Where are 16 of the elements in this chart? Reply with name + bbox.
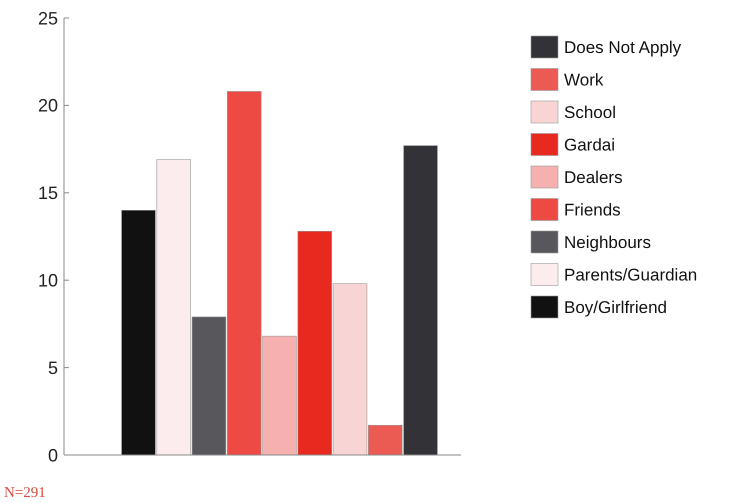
y-tick-label: 10 [38, 270, 58, 290]
legend-label: Does Not Apply [564, 38, 682, 57]
y-tick-label: 15 [38, 183, 58, 204]
text: N=291 [4, 485, 46, 501]
legend-label: Friends [564, 200, 621, 220]
y-tick-label: 0 [48, 445, 58, 466]
y-tick-label: 20 [38, 96, 58, 116]
legend-label: Gardai [564, 135, 616, 154]
legend-label: Boy/Girlfriend [564, 298, 667, 317]
legend-label: Neighbours [564, 232, 651, 252]
legend-label: Parents/Guardian [564, 265, 698, 284]
legend-label: School [564, 102, 616, 122]
y-tick-label: 5 [48, 358, 58, 378]
legend-label: Work [564, 70, 604, 90]
legend-label: Dealers [564, 168, 623, 187]
y-tick-label: 25 [38, 8, 58, 28]
